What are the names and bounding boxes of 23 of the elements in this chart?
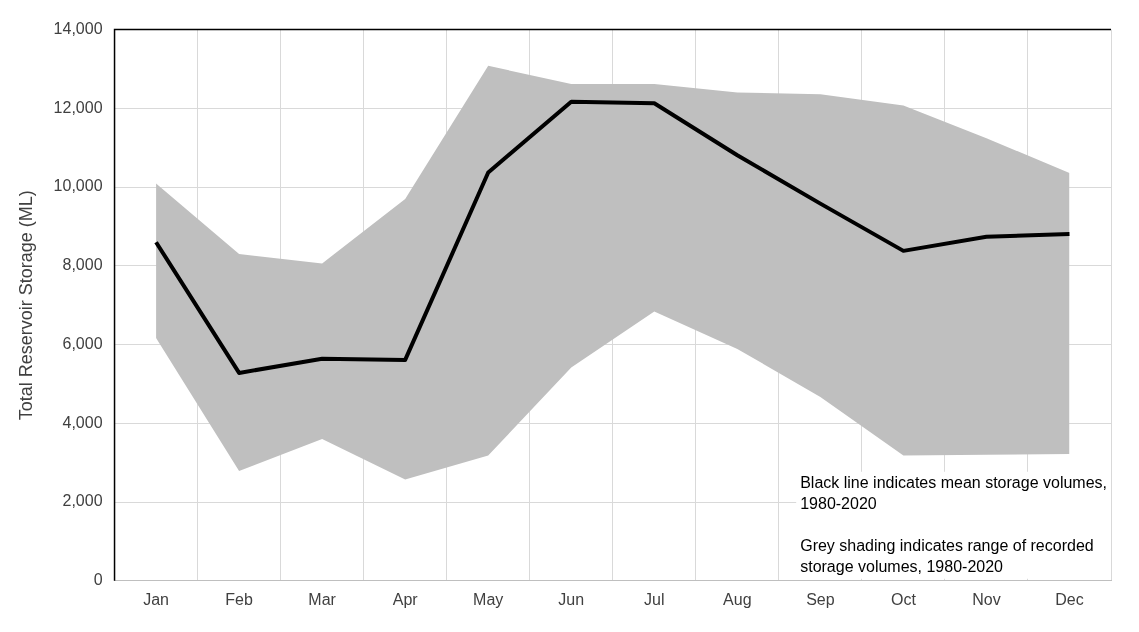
y-tick-label: 10,000 (53, 177, 103, 195)
y-tick-label: 6,000 (62, 334, 103, 352)
x-tick-label: Dec (1055, 590, 1084, 608)
y-tick-label: 4,000 (62, 413, 103, 431)
y-axis-title: Total Reservoir Storage (ML) (15, 190, 36, 421)
y-tick-label: 12,000 (53, 98, 103, 116)
y-tick-label: 2,000 (62, 492, 103, 510)
annotation: Grey shading indicates range of recorded storage volumes, 1980-2020 (800, 537, 1094, 576)
x-tick-label: Jun (558, 590, 585, 608)
x-tick-label: Apr (392, 590, 419, 608)
x-tick-label: Jul (644, 590, 665, 608)
x-tick-label: Nov (972, 590, 1001, 608)
x-tick-label: May (473, 590, 504, 608)
x-tick-label: Feb (225, 590, 253, 608)
y-tick-label: 8,000 (62, 256, 103, 274)
y-tick-label: 0 (93, 571, 103, 589)
annotation: Black line indicates mean storage volumes, 1980-2020 (800, 474, 1108, 513)
x-tick-label: Sep (806, 590, 835, 608)
x-tick-label: Oct (890, 590, 917, 608)
x-tick-label: Mar (308, 590, 337, 608)
y-tick-label: 14,000 (53, 20, 103, 38)
x-tick-label: Aug (723, 590, 752, 608)
x-tick-label: Jan (143, 590, 169, 608)
